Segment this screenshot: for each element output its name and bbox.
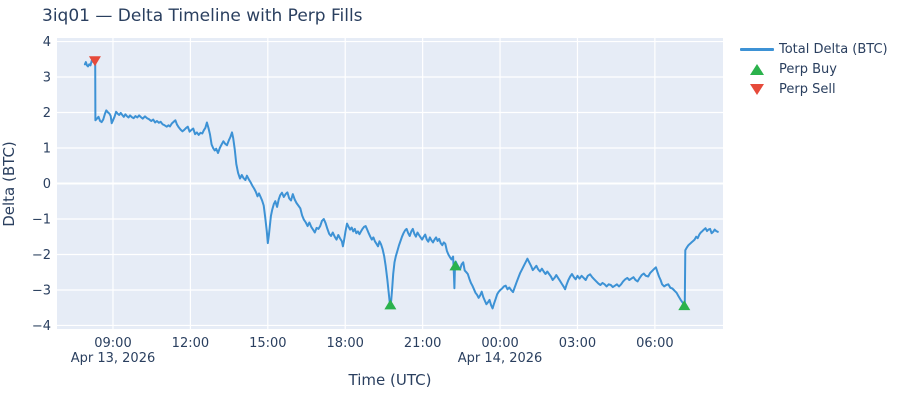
total-delta-path	[83, 59, 719, 310]
line-swatch-icon	[740, 47, 774, 51]
y-axis-tick-labels: 4 3 2 1 0 −1 −2 −3 −4	[32, 35, 51, 334]
x-axis-tick-labels: 09:00 12:00 15:00 18:00 21:00 00:00 03:00 06:00…	[71, 336, 674, 366]
y-tick-label: 1	[43, 142, 51, 157]
triangle-down-icon	[740, 83, 774, 95]
legend-label: Total Delta (BTC)	[779, 41, 888, 57]
perp-buy-marker	[678, 300, 691, 311]
y-axis-title: Delta (BTC)	[0, 141, 18, 227]
legend-label: Perp Sell	[779, 81, 836, 97]
x-tick-label: 09:00	[94, 336, 131, 351]
x-tick-label: 03:00	[559, 336, 596, 351]
x-tick-label: 06:00	[636, 336, 673, 351]
legend-item-total-delta[interactable]: Total Delta (BTC)	[740, 41, 888, 57]
legend-label: Perp Buy	[779, 61, 837, 77]
perp-buy-marker	[449, 260, 462, 271]
gridlines	[57, 38, 723, 329]
y-tick-label: −4	[32, 319, 51, 334]
y-tick-label: 3	[43, 71, 51, 86]
perp-sell-markers[interactable]	[88, 56, 101, 67]
y-tick-label: −2	[32, 248, 51, 263]
y-tick-label: −3	[32, 283, 51, 298]
x-tick-label: 21:00	[404, 336, 441, 351]
perp-buy-marker	[384, 299, 397, 310]
x-tick-label: 15:00	[249, 336, 286, 351]
x-tick-label: 18:00	[326, 336, 363, 351]
x-tick-label: 00:00	[481, 336, 518, 351]
perp-buy-markers[interactable]	[384, 260, 691, 311]
y-tick-label: 4	[43, 35, 51, 50]
legend-item-perp-sell[interactable]: Perp Sell	[740, 81, 888, 97]
y-tick-label: −1	[32, 212, 51, 227]
triangle-up-icon	[740, 63, 774, 75]
legend: Total Delta (BTC) Perp Buy Perp Sell	[740, 41, 888, 97]
y-tick-label: 2	[43, 106, 51, 121]
y-tick-label: 0	[43, 177, 51, 192]
legend-item-perp-buy[interactable]: Perp Buy	[740, 61, 888, 77]
x-axis-day-label: Apr 14, 2026	[458, 351, 543, 366]
total-delta-line[interactable]	[83, 59, 719, 310]
x-axis-day-label: Apr 13, 2026	[71, 351, 156, 366]
x-tick-label: 12:00	[172, 336, 209, 351]
x-axis-title: Time (UTC)	[348, 371, 432, 389]
page-title: 3iq01 — Delta Timeline with Perp Fills	[42, 6, 363, 26]
perp-sell-marker	[88, 56, 101, 67]
